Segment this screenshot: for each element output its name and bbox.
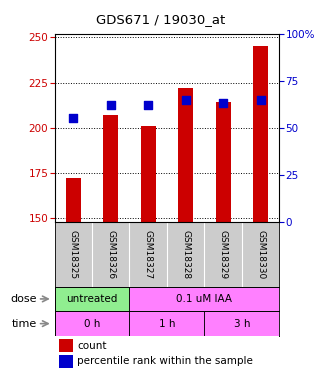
Bar: [103, 115, 118, 222]
Bar: [204, 311, 279, 336]
Text: count: count: [77, 341, 107, 351]
Text: time: time: [11, 319, 37, 328]
Bar: [66, 178, 81, 222]
Bar: [129, 286, 279, 311]
Text: untreated: untreated: [66, 294, 118, 304]
Text: 0 h: 0 h: [84, 319, 100, 328]
Point: [183, 97, 188, 103]
Bar: [216, 102, 230, 222]
Text: GSM18326: GSM18326: [106, 230, 115, 279]
Point: [221, 100, 226, 106]
Text: GDS671 / 19030_at: GDS671 / 19030_at: [96, 13, 225, 26]
Text: GSM18328: GSM18328: [181, 230, 190, 279]
Point: [258, 97, 263, 103]
Bar: [59, 339, 73, 352]
Text: GSM18330: GSM18330: [256, 230, 265, 279]
Bar: [55, 311, 129, 336]
Point: [108, 102, 113, 108]
Bar: [55, 286, 129, 311]
Bar: [59, 356, 73, 368]
Bar: [141, 126, 156, 222]
Bar: [178, 88, 193, 222]
Text: 0.1 uM IAA: 0.1 uM IAA: [176, 294, 232, 304]
Text: percentile rank within the sample: percentile rank within the sample: [77, 356, 253, 366]
Text: 3 h: 3 h: [234, 319, 250, 328]
Text: dose: dose: [10, 294, 37, 304]
Text: 1 h: 1 h: [159, 319, 175, 328]
Point: [146, 102, 151, 108]
Bar: [253, 46, 268, 222]
Text: GSM18329: GSM18329: [219, 230, 228, 279]
Point: [71, 116, 76, 122]
Bar: [129, 311, 204, 336]
Text: GSM18325: GSM18325: [69, 230, 78, 279]
Text: GSM18327: GSM18327: [144, 230, 153, 279]
